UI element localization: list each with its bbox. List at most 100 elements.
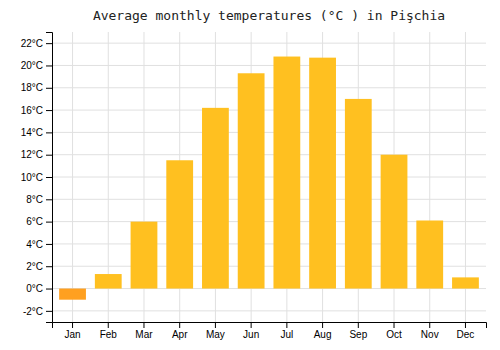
- x-tick: Sep: [349, 322, 367, 340]
- y-tick: 6°C: [26, 216, 52, 227]
- x-tick-label: May: [206, 329, 225, 340]
- x-tick-mark: [394, 322, 395, 328]
- y-tick-label: 20°C: [21, 60, 43, 71]
- x-tick: May: [206, 322, 225, 340]
- x-tick: Mar: [135, 322, 153, 340]
- bar: [381, 155, 408, 289]
- x-tick-label: Jul: [280, 329, 293, 340]
- y-tick-label: 16°C: [21, 105, 43, 116]
- y-tick-mark: [46, 311, 52, 312]
- y-tick: 22°C: [21, 38, 52, 49]
- bar: [273, 57, 300, 289]
- y-tick-label: 10°C: [21, 172, 43, 183]
- x-tick-label: Jun: [243, 329, 259, 340]
- y-grid-line: [52, 199, 486, 200]
- y-grid-line: [52, 43, 486, 44]
- y-tick-mark: [46, 155, 52, 156]
- x-tick: Apr: [172, 322, 188, 340]
- y-tick-label: 6°C: [26, 216, 43, 227]
- bar: [95, 274, 122, 289]
- y-tick-mark: [46, 244, 52, 245]
- y-tick-mark: [46, 222, 52, 223]
- y-tick-label: -2°C: [23, 306, 43, 317]
- plot: -2°C 0°C 2°C 4°C 6°C 8°C 10°C 12°C 14°C 16°C 18°C 2…: [21, 32, 487, 340]
- y-grid-line: [52, 310, 486, 311]
- y-tick: 0°C: [26, 283, 52, 294]
- y-grid-line: [52, 177, 486, 178]
- x-tick-mark: [143, 322, 144, 328]
- bars: [59, 57, 479, 300]
- x-tick: Jul: [280, 322, 293, 340]
- y-tick: -2°C: [23, 306, 52, 317]
- y-tick: 14°C: [21, 127, 52, 138]
- y-tick: 18°C: [21, 82, 52, 93]
- bar: [309, 58, 336, 289]
- y-tick-label: 22°C: [21, 38, 43, 49]
- x-tick-label: Mar: [135, 329, 153, 340]
- y-tick-mark: [46, 88, 52, 89]
- y-tick-mark: [46, 65, 52, 66]
- x-tick-label: Sep: [349, 329, 367, 340]
- x-tick-label: Dec: [457, 329, 475, 340]
- y-tick-mark: [46, 43, 52, 44]
- x-tick-mark: [429, 322, 430, 328]
- x-tick: Jan: [64, 322, 80, 340]
- y-tick-mark: [46, 132, 52, 133]
- bar: [452, 277, 479, 288]
- x-tick: Oct: [386, 322, 402, 340]
- x-tick-mark: [286, 322, 287, 328]
- x-tick: Nov: [421, 322, 439, 340]
- x-tick-mark: [322, 322, 323, 328]
- x-tick: Aug: [314, 322, 332, 340]
- x-tick-label: Apr: [172, 329, 188, 340]
- y-tick-label: 12°C: [21, 149, 43, 160]
- x-tick-mark: [215, 322, 216, 328]
- y-tick-label: 2°C: [26, 261, 43, 272]
- y-tick-label: 0°C: [26, 283, 43, 294]
- y-tick-label: 8°C: [26, 194, 43, 205]
- x-tick-label: Oct: [386, 329, 402, 340]
- y-axis: -2°C 0°C 2°C 4°C 6°C 8°C 10°C 12°C 14°C 16°C 18°C 2…: [21, 33, 53, 323]
- y-grid-line: [52, 132, 486, 133]
- y-tick-mark: [46, 177, 52, 178]
- chart: Average monthly temperatures (°C ) in Pi…: [0, 0, 500, 350]
- x-grid-line: [72, 32, 73, 322]
- y-tick-mark: [46, 266, 52, 267]
- x-tick-mark: [72, 322, 73, 328]
- y-grid-line: [52, 65, 486, 66]
- x-tick: Dec: [457, 322, 475, 340]
- x-axis-line: [53, 323, 487, 329]
- bar: [166, 160, 193, 288]
- x-tick-label: Nov: [421, 329, 439, 340]
- x-tick-mark: [251, 322, 252, 328]
- x-tick: Feb: [100, 322, 118, 340]
- y-grid-line: [52, 87, 486, 88]
- y-tick-label: 14°C: [21, 127, 43, 138]
- y-tick: 2°C: [26, 261, 52, 272]
- bar: [202, 108, 229, 289]
- x-tick: Jun: [243, 322, 259, 340]
- y-tick: 4°C: [26, 239, 52, 250]
- y-grid-line: [52, 110, 486, 111]
- bar: [345, 99, 372, 289]
- y-tick: 12°C: [21, 149, 52, 160]
- bar: [59, 289, 86, 300]
- x-tick-mark: [108, 322, 109, 328]
- y-tick: 8°C: [26, 194, 52, 205]
- x-axis: Jan Feb Mar Apr May Jun Jul Aug Sep Oct Nov Dec: [53, 322, 487, 340]
- y-tick-mark: [46, 110, 52, 111]
- bar: [416, 221, 443, 289]
- y-tick-mark: [46, 199, 52, 200]
- x-tick-label: Aug: [314, 329, 332, 340]
- grid: [52, 32, 486, 322]
- y-grid-line: [52, 154, 486, 155]
- bar: [131, 222, 158, 289]
- title: Average monthly temperatures (°C ) in Pi…: [93, 8, 445, 23]
- y-tick: 10°C: [21, 172, 52, 183]
- x-tick-mark: [358, 322, 359, 328]
- y-tick-label: 4°C: [26, 239, 43, 250]
- y-tick-label: 18°C: [21, 82, 43, 93]
- x-tick-mark: [465, 322, 466, 328]
- x-tick-label: Jan: [64, 329, 80, 340]
- y-tick: 20°C: [21, 60, 52, 71]
